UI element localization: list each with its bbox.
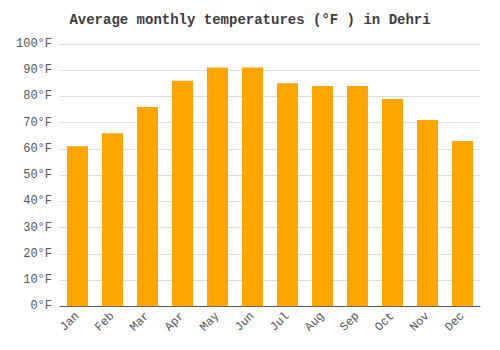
svg-text:100°F: 100°F <box>16 37 52 51</box>
svg-text:90°F: 90°F <box>23 63 52 77</box>
svg-text:60°F: 60°F <box>23 142 52 156</box>
svg-text:10°F: 10°F <box>23 273 52 287</box>
svg-text:May: May <box>197 309 222 334</box>
svg-text:Sep: Sep <box>337 309 362 334</box>
svg-text:50°F: 50°F <box>23 168 52 182</box>
svg-text:Apr: Apr <box>162 309 187 334</box>
svg-text:Aug: Aug <box>302 309 327 334</box>
svg-text:70°F: 70°F <box>23 116 52 130</box>
svg-text:Jan: Jan <box>57 309 82 334</box>
svg-text:20°F: 20°F <box>23 247 52 261</box>
svg-text:Nov: Nov <box>407 309 432 334</box>
svg-text:Mar: Mar <box>127 309 152 334</box>
svg-text:80°F: 80°F <box>23 89 52 103</box>
svg-text:Feb: Feb <box>92 309 117 334</box>
svg-text:0°F: 0°F <box>30 299 52 313</box>
svg-text:30°F: 30°F <box>23 221 52 235</box>
svg-text:Oct: Oct <box>372 309 397 334</box>
svg-text:40°F: 40°F <box>23 194 52 208</box>
svg-text:Jun: Jun <box>232 309 257 334</box>
svg-text:Average monthly temperatures (: Average monthly temperatures (°F ) in De… <box>69 12 430 28</box>
svg-text:Jul: Jul <box>267 309 292 334</box>
svg-text:Dec: Dec <box>442 309 467 334</box>
